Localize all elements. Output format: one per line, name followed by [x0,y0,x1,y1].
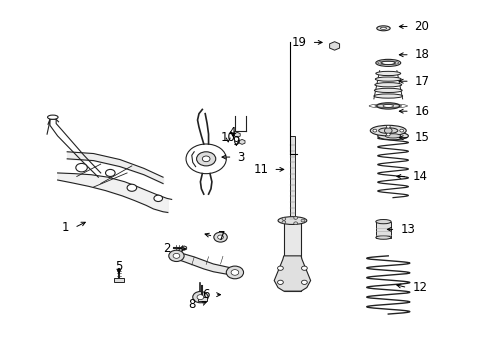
Circle shape [192,292,208,303]
Ellipse shape [376,26,389,31]
Circle shape [185,144,226,174]
Ellipse shape [374,88,401,93]
Circle shape [196,152,215,166]
Ellipse shape [385,134,400,138]
Polygon shape [239,139,244,144]
Text: 10: 10 [220,131,235,144]
Circle shape [301,266,306,270]
Circle shape [168,250,184,261]
Circle shape [173,253,180,258]
Circle shape [386,125,389,128]
Circle shape [282,221,285,224]
Circle shape [399,129,403,132]
Ellipse shape [377,132,407,140]
Text: 15: 15 [414,131,428,144]
Text: 6: 6 [202,288,209,301]
Circle shape [127,184,137,191]
Ellipse shape [375,59,400,66]
Text: 8: 8 [188,298,195,311]
Ellipse shape [369,125,406,136]
Text: 20: 20 [414,20,428,33]
Text: 7: 7 [218,230,225,243]
Ellipse shape [378,128,397,134]
Ellipse shape [376,103,399,109]
Ellipse shape [278,217,306,224]
Ellipse shape [380,27,386,30]
Text: 16: 16 [414,105,429,118]
Circle shape [231,270,238,275]
Text: 17: 17 [414,75,429,88]
Circle shape [277,280,283,284]
Circle shape [301,219,304,222]
Circle shape [154,195,162,202]
Text: 14: 14 [411,170,427,183]
Text: 12: 12 [411,281,427,294]
Circle shape [293,216,297,219]
Circle shape [202,156,209,162]
Bar [283,221,301,291]
Ellipse shape [374,83,401,87]
Circle shape [301,280,306,284]
Text: 1: 1 [62,221,69,234]
Ellipse shape [375,77,400,81]
Ellipse shape [382,104,393,107]
Text: 3: 3 [237,150,244,163]
Circle shape [76,163,87,172]
Text: 18: 18 [414,48,428,61]
Text: 5: 5 [115,260,122,273]
Circle shape [277,266,283,270]
Ellipse shape [375,71,400,76]
Text: 13: 13 [399,223,414,236]
Bar [289,136,295,221]
Circle shape [386,133,389,136]
Text: 11: 11 [253,163,268,176]
Polygon shape [181,246,186,250]
Circle shape [197,294,203,300]
Bar [375,222,390,238]
Polygon shape [329,42,339,50]
Ellipse shape [381,61,394,65]
Text: 19: 19 [291,36,306,49]
Polygon shape [177,252,234,276]
Text: 2: 2 [163,242,170,255]
Ellipse shape [375,236,390,239]
Circle shape [226,266,243,279]
Circle shape [282,217,285,220]
Circle shape [105,170,115,176]
Circle shape [293,222,297,225]
Circle shape [372,129,376,132]
Polygon shape [234,132,240,137]
Text: 9: 9 [232,135,240,148]
Polygon shape [274,256,310,291]
Ellipse shape [373,94,402,98]
Ellipse shape [375,220,390,224]
Circle shape [217,235,223,239]
Bar [198,297,206,301]
Bar [114,278,123,282]
Circle shape [384,128,391,134]
Circle shape [213,232,227,242]
Ellipse shape [47,115,58,119]
Text: 4: 4 [228,126,236,139]
